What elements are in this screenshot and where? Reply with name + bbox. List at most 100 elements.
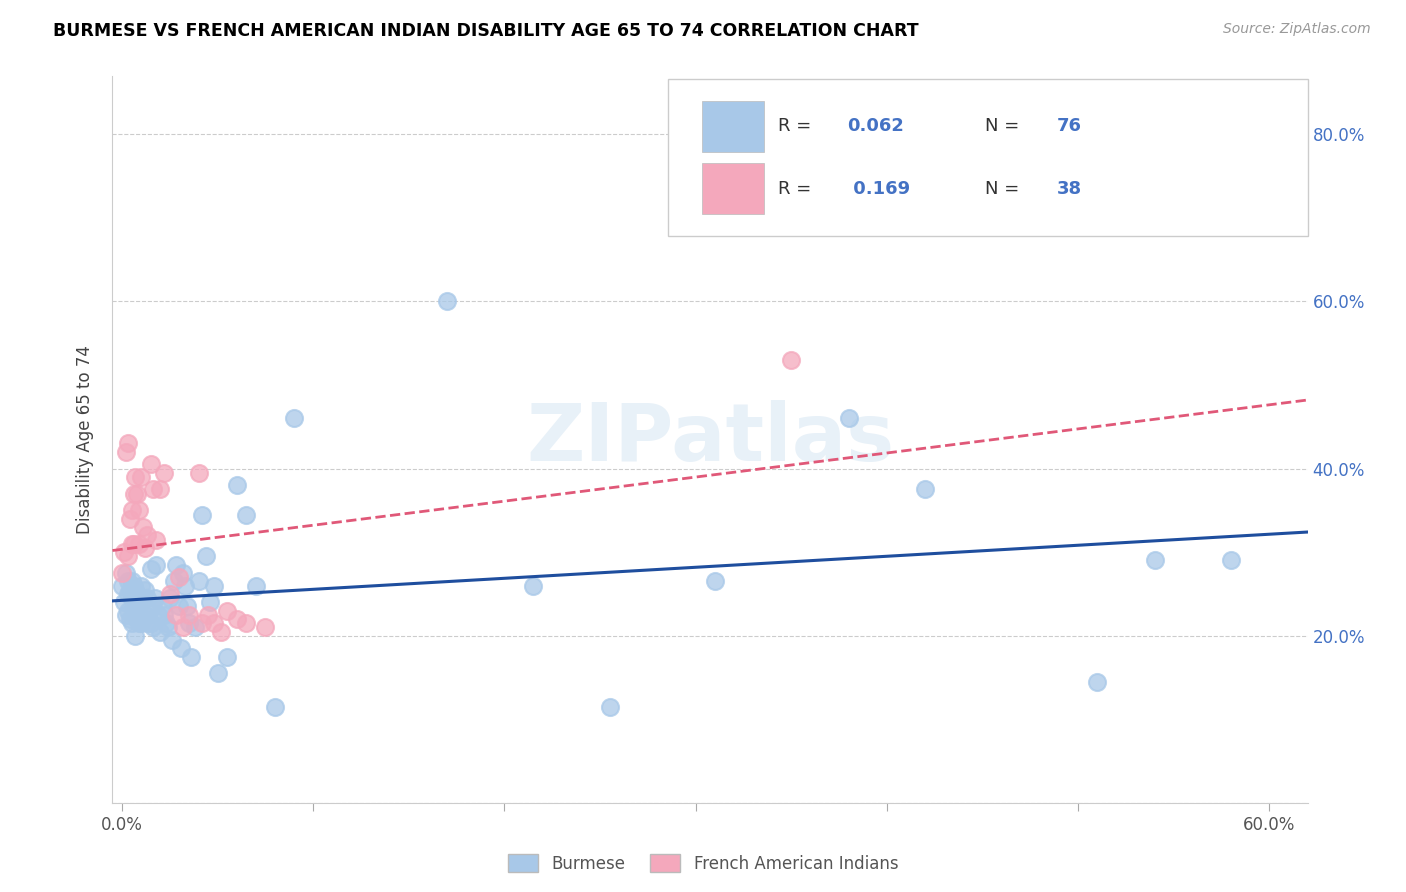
Text: 38: 38 [1057, 180, 1081, 198]
Point [145, 533, 167, 547]
Text: ZIPatlas: ZIPatlas [526, 401, 894, 478]
Point [143, 591, 166, 605]
Point [177, 616, 200, 631]
Point [139, 562, 162, 576]
Point [135, 528, 157, 542]
Point [153, 466, 176, 480]
Legend: Burmese, French American Indians: Burmese, French American Indians [501, 847, 905, 880]
Point [197, 607, 219, 622]
Point [124, 629, 146, 643]
Point [121, 537, 143, 551]
Point [159, 591, 181, 605]
Point [163, 574, 186, 589]
Point [135, 591, 157, 605]
Point [117, 587, 139, 601]
Point [117, 549, 139, 564]
Point [118, 582, 141, 597]
Point [132, 520, 155, 534]
Point [198, 595, 221, 609]
Point [121, 591, 143, 605]
Point [180, 649, 202, 664]
Point [195, 549, 218, 564]
Point [149, 483, 172, 497]
Point [254, 620, 277, 634]
Point [132, 591, 155, 605]
Point [235, 616, 257, 631]
Point [117, 436, 139, 450]
Point [211, 624, 233, 639]
Text: BURMESE VS FRENCH AMERICAN INDIAN DISABILITY AGE 65 TO 74 CORRELATION CHART: BURMESE VS FRENCH AMERICAN INDIAN DISABI… [53, 22, 920, 40]
Point [159, 587, 181, 601]
Point [235, 508, 257, 522]
Point [187, 574, 209, 589]
Point [599, 699, 621, 714]
Point [169, 599, 191, 614]
Point [142, 620, 165, 634]
Text: Source: ZipAtlas.com: Source: ZipAtlas.com [1223, 22, 1371, 37]
Point [127, 587, 149, 601]
Point [111, 578, 134, 592]
Point [170, 641, 193, 656]
Point [160, 632, 183, 647]
Point [177, 607, 200, 622]
Point [176, 599, 198, 614]
Point [122, 599, 145, 614]
Point [134, 607, 156, 622]
Point [112, 595, 135, 609]
Text: N =: N = [986, 180, 1025, 198]
Text: N =: N = [986, 118, 1025, 136]
Point [703, 574, 725, 589]
Text: 76: 76 [1057, 118, 1081, 136]
Point [129, 616, 152, 631]
Point [111, 566, 134, 580]
Point [128, 591, 150, 605]
Point [115, 607, 138, 622]
Point [127, 486, 149, 500]
Point [128, 616, 150, 631]
Point [1085, 674, 1108, 689]
Point [135, 616, 157, 631]
Point [150, 599, 173, 614]
Point [1143, 553, 1166, 567]
Point [225, 478, 247, 492]
Point [165, 558, 187, 572]
Point [202, 616, 225, 631]
Point [191, 616, 214, 631]
Point [217, 649, 239, 664]
Point [129, 578, 152, 592]
Point [122, 537, 145, 551]
Point [124, 470, 146, 484]
Point [112, 545, 135, 559]
Point [283, 411, 305, 425]
Point [122, 578, 145, 592]
Point [174, 578, 197, 592]
Point [115, 566, 138, 580]
Point [207, 666, 229, 681]
Point [156, 620, 179, 634]
Point [780, 353, 803, 368]
Point [191, 508, 214, 522]
Point [149, 624, 172, 639]
Text: 0.062: 0.062 [848, 118, 904, 136]
Point [165, 607, 187, 622]
FancyBboxPatch shape [702, 163, 763, 214]
Point [183, 620, 205, 634]
Point [121, 616, 143, 631]
Text: R =: R = [778, 118, 817, 136]
Point [148, 607, 170, 622]
Point [128, 537, 150, 551]
Point [139, 458, 162, 472]
Point [217, 604, 239, 618]
Point [153, 607, 176, 622]
Point [118, 511, 141, 525]
Point [838, 411, 860, 425]
Point [142, 483, 165, 497]
Point [436, 294, 458, 309]
Point [264, 699, 287, 714]
Point [115, 445, 138, 459]
Point [132, 612, 155, 626]
Point [145, 558, 167, 572]
Point [172, 620, 194, 634]
Point [128, 503, 150, 517]
Point [225, 612, 247, 626]
